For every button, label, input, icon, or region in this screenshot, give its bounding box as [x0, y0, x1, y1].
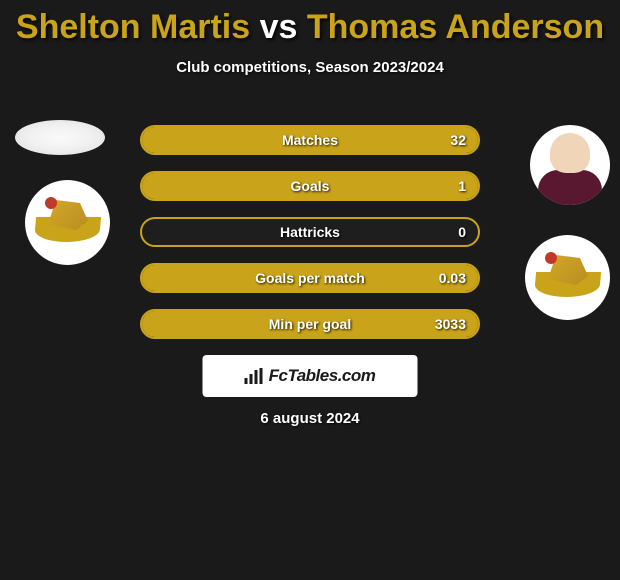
- stat-label: Hattricks: [280, 224, 340, 240]
- stat-value-right: 3033: [435, 316, 466, 332]
- stat-label: Goals per match: [255, 270, 365, 286]
- stat-bar: Matches 32: [140, 125, 480, 155]
- stat-value-right: 0.03: [439, 270, 466, 286]
- player1-photo: [15, 120, 105, 155]
- page-title: Shelton Martis vs Thomas Anderson: [0, 0, 620, 47]
- subtitle: Club competitions, Season 2023/2024: [0, 59, 620, 76]
- player2-club-badge: [525, 235, 610, 320]
- stat-bar: Goals 1: [140, 171, 480, 201]
- branding-box[interactable]: FcTables.com: [203, 355, 418, 397]
- stat-value-right: 1: [458, 178, 466, 194]
- player2-name: Thomas Anderson: [307, 8, 604, 46]
- vs-text: vs: [260, 8, 298, 46]
- chart-icon: [245, 368, 265, 384]
- branding-text: FcTables.com: [269, 366, 376, 386]
- player2-photo: [530, 125, 610, 205]
- stat-label: Matches: [282, 132, 338, 148]
- player1-club-badge: [25, 180, 110, 265]
- stat-bar: Hattricks 0: [140, 217, 480, 247]
- stat-value-right: 32: [450, 132, 466, 148]
- stat-value-right: 0: [458, 224, 466, 240]
- stat-label: Min per goal: [269, 316, 351, 332]
- club-badge-icon: [540, 250, 595, 305]
- stat-bar: Min per goal 3033: [140, 309, 480, 339]
- stat-bar: Goals per match 0.03: [140, 263, 480, 293]
- stat-label: Goals: [291, 178, 330, 194]
- player1-name: Shelton Martis: [16, 8, 250, 46]
- club-badge-icon: [40, 195, 95, 250]
- date-text: 6 august 2024: [260, 410, 359, 427]
- stats-container: Matches 32 Goals 1 Hattricks 0 Goals per match…: [140, 125, 480, 355]
